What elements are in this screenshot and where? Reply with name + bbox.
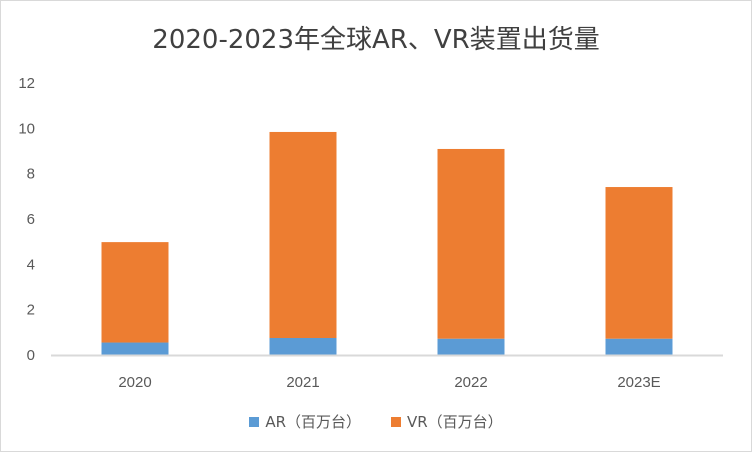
x-tick-label: 2020 [118, 374, 151, 391]
x-tick-label: 2021 [286, 374, 319, 391]
y-tick-label: 12 [18, 75, 35, 92]
y-tick-label: 8 [27, 166, 35, 183]
bar-ar-2023E [605, 338, 673, 355]
legend-label-vr: VR（百万台） [407, 413, 503, 431]
bar-vr-2020 [101, 242, 169, 343]
bar-vr-2021 [269, 131, 337, 338]
bar-ar-2022 [437, 338, 505, 355]
bar-ar-2020 [101, 342, 169, 355]
legend-item-ar: AR（百万台） [249, 411, 361, 432]
y-tick-label: 6 [27, 211, 35, 228]
legend-swatch-vr [391, 416, 401, 427]
legend: AR（百万台） VR（百万台） [1, 411, 751, 432]
y-tick-label: 4 [27, 256, 35, 273]
bar-ar-2021 [269, 338, 337, 355]
y-tick-label: 0 [27, 347, 35, 364]
y-tick-label: 2 [27, 302, 35, 319]
legend-swatch-ar [249, 416, 260, 427]
bar-vr-2023E [605, 187, 673, 339]
bar-vr-2022 [437, 148, 505, 339]
x-tick-label: 2023E [617, 374, 660, 391]
legend-label-ar: AR（百万台） [265, 413, 361, 431]
y-tick-label: 10 [18, 120, 35, 137]
chart-title: 2020-2023年全球AR、VR装置出货量 [152, 25, 600, 55]
x-tick-label: 2022 [454, 374, 487, 391]
legend-item-vr: VR（百万台） [391, 411, 503, 432]
